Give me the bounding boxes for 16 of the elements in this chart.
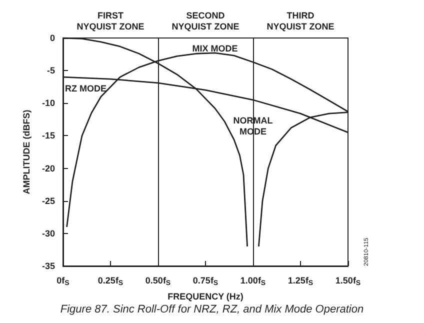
- annotation: MIX MODE: [192, 43, 238, 54]
- x-axis-title: FREQUENCY (Hz): [168, 291, 244, 302]
- annotation: RZ MODE: [65, 84, 106, 94]
- y-axis-title: AMPLITUDE (dBFS): [22, 110, 32, 194]
- y-tick-label: -5: [46, 66, 55, 76]
- y-tick-label: 0: [50, 33, 55, 43]
- y-tick-label: -30: [42, 228, 55, 238]
- text: SECOND NYQUIST ZONE: [172, 10, 240, 32]
- text: FIRST NYQUIST ZONE: [76, 10, 144, 32]
- text: THIRD NYQUIST ZONE: [266, 10, 334, 32]
- y-tick-label: -20: [42, 163, 55, 174]
- y-tick-label: -15: [42, 130, 55, 141]
- caption: Figure 87. Sinc Roll-Off for NRZ, RZ, and Mix Mode Operation: [60, 304, 364, 316]
- y-tick-label: -10: [42, 98, 55, 108]
- y-tick-label: -35: [42, 261, 55, 271]
- y-tick-label: -25: [42, 196, 55, 206]
